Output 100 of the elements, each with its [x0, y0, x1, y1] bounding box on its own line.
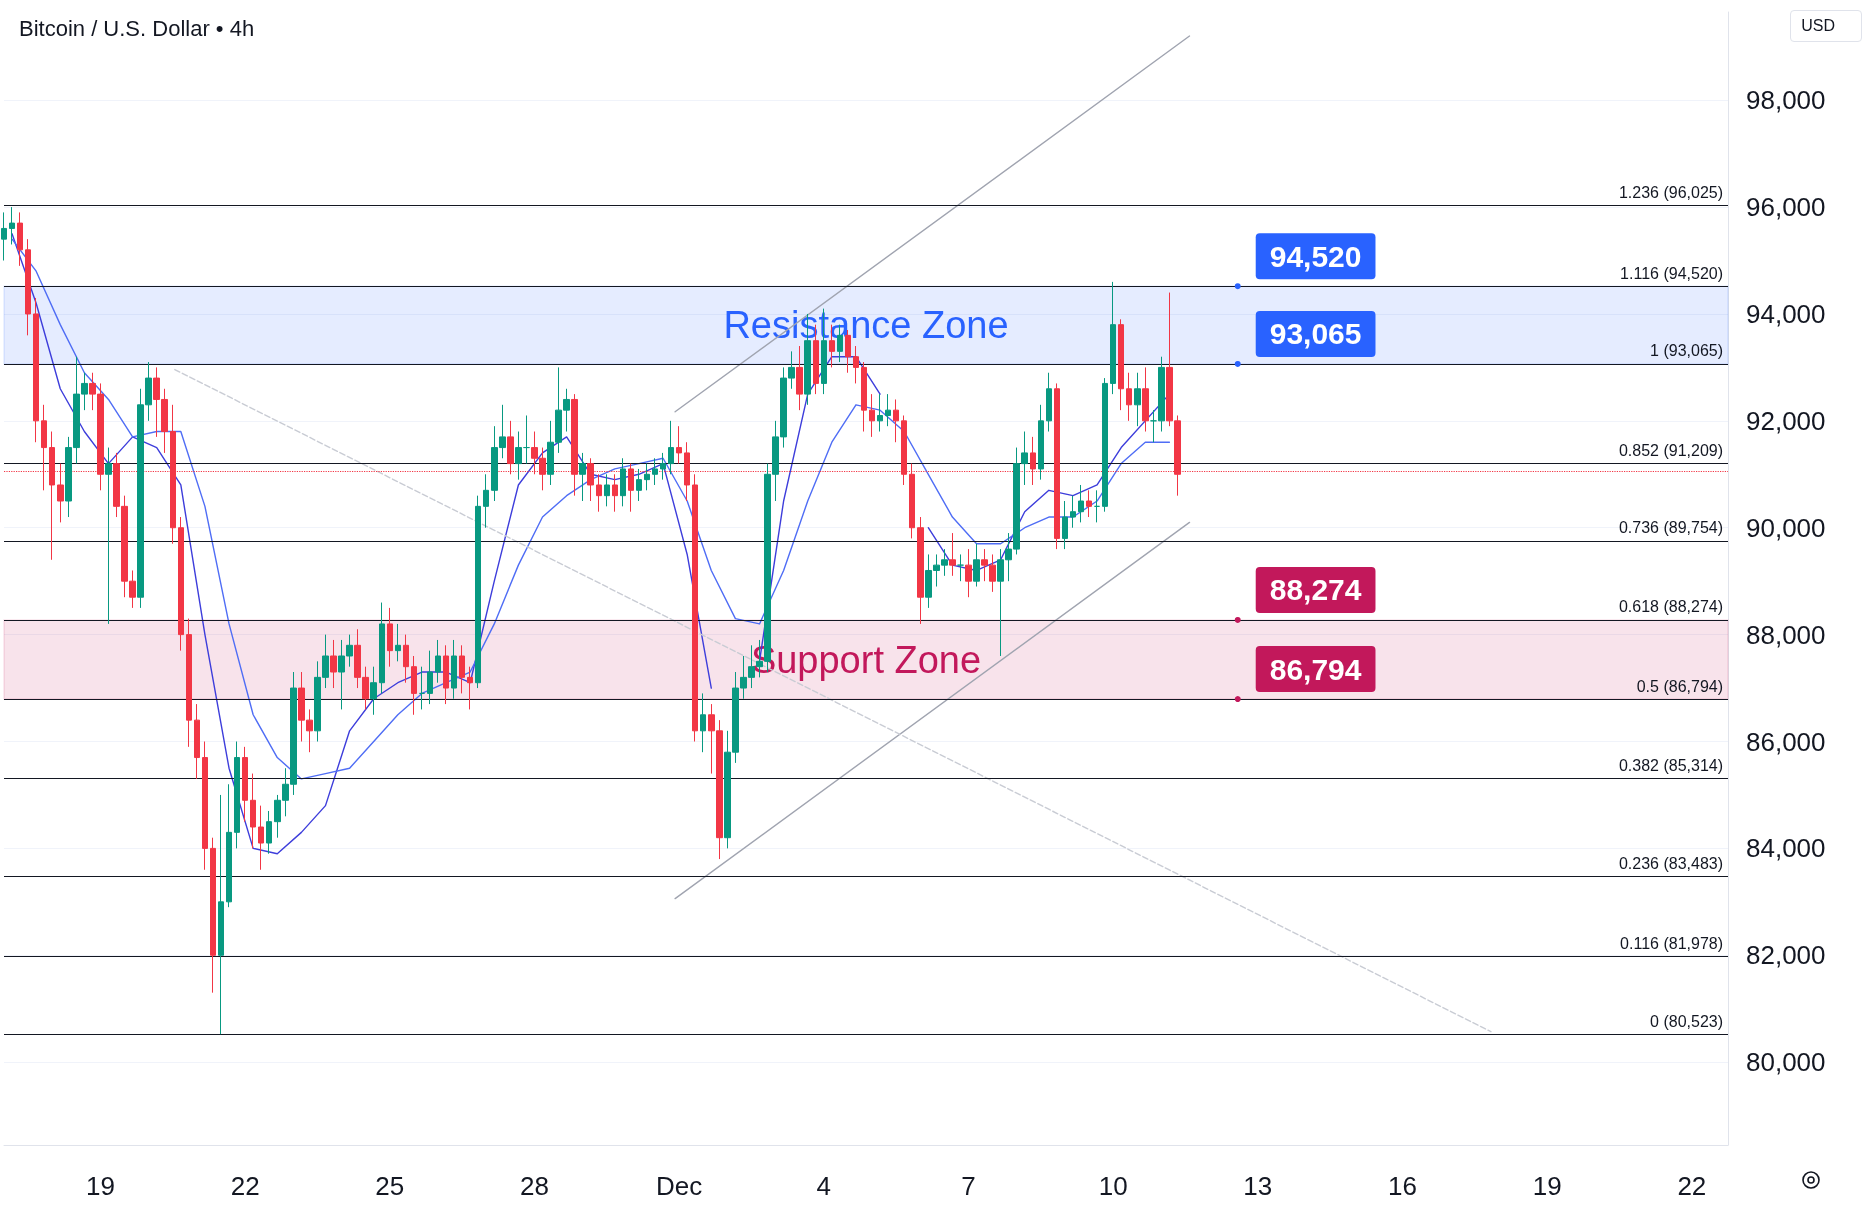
candlestick	[1038, 404, 1044, 481]
ref-line-label: 1 (93,065)	[1650, 342, 1723, 360]
candlestick	[395, 623, 401, 662]
candlestick	[612, 473, 618, 513]
candlestick	[1062, 500, 1068, 550]
x-tick-label: 16	[1388, 1171, 1417, 1201]
x-tick-label: 22	[1677, 1171, 1707, 1201]
candlestick	[644, 463, 650, 491]
y-tick-label: 96,000	[1746, 192, 1826, 223]
ref-line-label: 0.236 (83,483)	[1618, 854, 1723, 872]
candlestick	[250, 773, 256, 849]
y-tick-label: 88,000	[1746, 619, 1826, 650]
candlestick	[700, 692, 706, 753]
candlestick	[210, 837, 216, 994]
annotation: 88,274	[1269, 573, 1362, 607]
y-tick-label: 82,000	[1746, 940, 1826, 971]
candlestick	[861, 361, 867, 433]
candlestick	[242, 746, 248, 823]
candlestick	[523, 415, 530, 465]
y-tick-label: 84,000	[1746, 833, 1826, 864]
candlestick	[475, 495, 481, 689]
candlestick	[202, 741, 208, 871]
y-tick-label: 90,000	[1746, 512, 1826, 543]
candlestick	[226, 783, 232, 908]
x-tick-label: 28	[520, 1171, 549, 1201]
candlestick	[1086, 489, 1092, 518]
x-tick-label: 19	[85, 1171, 115, 1201]
candlestick	[965, 548, 972, 598]
candlestick	[105, 447, 112, 625]
candlestick	[370, 666, 377, 716]
candlestick	[1102, 377, 1108, 513]
candlestick	[1142, 366, 1149, 433]
x-tick-label: Dec	[656, 1171, 703, 1201]
candlestick	[877, 393, 883, 433]
ref-line-label: 1.236 (96,025)	[1618, 184, 1723, 202]
candlestick	[17, 211, 23, 267]
candlestick	[1046, 372, 1052, 433]
candlestick	[178, 516, 184, 652]
candlestick	[1070, 495, 1076, 529]
candlestick	[218, 794, 224, 1035]
candlestick	[379, 602, 385, 694]
candlestick	[1134, 372, 1141, 427]
y-tick-label: 80,000	[1746, 1047, 1826, 1078]
candlestick	[1094, 489, 1100, 523]
ref-line-label: 0.116 (81,978)	[1620, 934, 1723, 952]
candlestick	[25, 238, 31, 336]
ref-line-label: 0.618 (88,274)	[1618, 598, 1723, 616]
x-tick-label: 13	[1243, 1171, 1273, 1201]
candlestick	[676, 425, 682, 465]
candlestick	[266, 810, 272, 855]
x-tick-label: 10	[1098, 1171, 1128, 1201]
candlestick	[869, 393, 875, 438]
candlestick	[1126, 372, 1132, 422]
candlestick	[9, 206, 15, 245]
candlestick	[973, 543, 980, 588]
candlestick	[459, 644, 465, 694]
annotation: 93,065	[1269, 317, 1362, 351]
candlestick	[443, 644, 449, 705]
candlestick	[467, 666, 473, 710]
candlestick	[1078, 484, 1084, 523]
candlestick	[427, 650, 433, 705]
candlestick	[596, 473, 602, 513]
candlestick	[1110, 281, 1116, 395]
candlestick	[435, 639, 441, 684]
candlestick	[330, 639, 337, 689]
annotation: 86,794	[1269, 652, 1362, 686]
candlestick	[853, 345, 859, 384]
candlestick	[33, 297, 39, 443]
candlestick	[258, 805, 264, 871]
candlestick	[949, 532, 956, 577]
ref-line-label: 0 (80,523)	[1650, 1012, 1723, 1030]
candlestick	[515, 431, 522, 481]
ref-line-label: 0.5 (86,794)	[1636, 677, 1723, 695]
text: USD	[1790, 10, 1862, 42]
candlestick	[1118, 318, 1124, 411]
candlestick	[893, 398, 899, 443]
annotation: 94,520	[1269, 239, 1362, 273]
candlestick	[652, 457, 658, 486]
candlestick	[419, 666, 425, 710]
ref-line-label: 1.116 (94,520)	[1620, 264, 1723, 282]
candlestick	[194, 703, 200, 780]
y-tick-label: 86,000	[1746, 726, 1826, 757]
candlestick	[796, 345, 803, 411]
candlestick	[403, 634, 409, 684]
candlestick	[692, 473, 698, 742]
candlestick	[604, 473, 610, 507]
y-tick-label: 92,000	[1746, 405, 1826, 436]
candlestick	[636, 468, 642, 502]
candlestick	[620, 457, 626, 507]
candlestick	[579, 452, 586, 502]
y-tick-label: 94,000	[1746, 298, 1826, 329]
x-tick-label: 4	[816, 1171, 832, 1201]
candlestick	[917, 516, 924, 625]
candlestick	[186, 618, 192, 748]
candlestick	[483, 473, 489, 529]
candlestick	[1, 211, 7, 262]
x-tick-label: 22	[230, 1171, 260, 1201]
y-tick-label: 98,000	[1746, 85, 1826, 116]
candlestick	[957, 553, 964, 582]
candlestick	[668, 420, 674, 475]
